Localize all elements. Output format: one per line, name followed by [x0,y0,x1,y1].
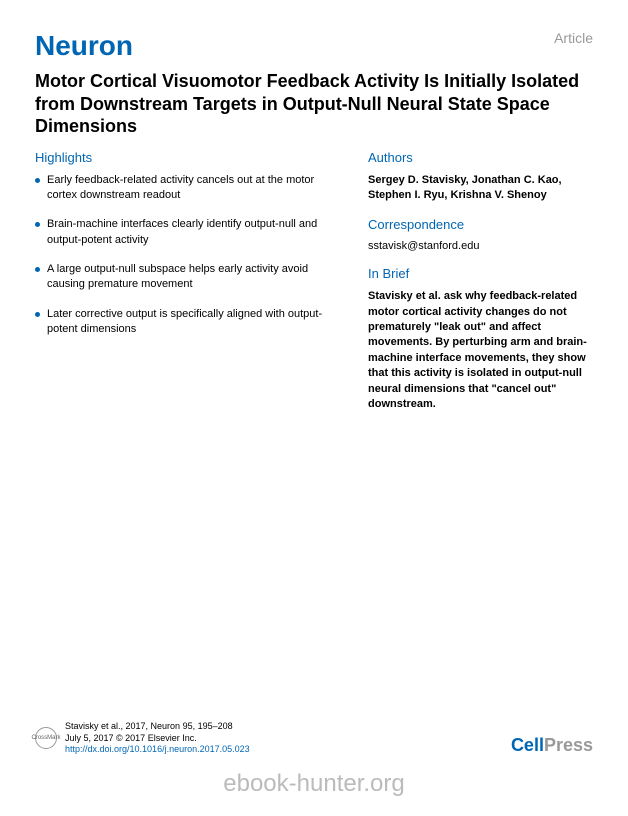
correspondence-email: sstavisk@stanford.edu [368,240,593,252]
highlight-item: Early feedback-related activity cancels … [35,173,338,204]
inbrief-text: Stavisky et al. ask why feedback-related… [368,289,593,412]
footer-citation: Stavisky et al., 2017, Neuron 95, 195–20… [65,721,250,756]
article-title: Motor Cortical Visuomotor Feedback Activ… [35,70,593,138]
content-row: Highlights Early feedback-related activi… [35,150,593,413]
logo-cell: Cell [511,735,544,755]
highlights-heading: Highlights [35,150,338,165]
watermark: ebook-hunter.org [223,770,404,798]
right-column: Authors Sergey D. Stavisky, Jonathan C. … [368,150,593,413]
date-copyright-line: July 5, 2017 © 2017 Elsevier Inc. [65,733,250,745]
highlights-list: Early feedback-related activity cancels … [35,173,338,338]
doi-link[interactable]: http://dx.doi.org/10.1016/j.neuron.2017.… [65,744,250,756]
authors-heading: Authors [368,150,593,165]
citation-line: Stavisky et al., 2017, Neuron 95, 195–20… [65,721,250,733]
correspondence-heading: Correspondence [368,217,593,232]
cellpress-logo: CellPress [511,735,593,756]
highlight-item: A large output-null subspace helps early… [35,262,338,293]
left-column: Highlights Early feedback-related activi… [35,150,338,413]
crossmark-label: CrossMark [32,735,61,741]
journal-name: Neuron [35,30,133,62]
highlight-item: Brain-machine interfaces clearly identif… [35,217,338,248]
article-type-label: Article [554,30,593,46]
header-row: Neuron Article [35,30,593,62]
authors-list: Sergey D. Stavisky, Jonathan C. Kao, Ste… [368,173,593,204]
footer: CrossMark Stavisky et al., 2017, Neuron … [35,721,593,756]
highlight-item: Later corrective output is specifically … [35,307,338,338]
logo-press: Press [544,735,593,755]
crossmark-icon: CrossMark [35,727,57,749]
inbrief-heading: In Brief [368,266,593,281]
footer-left: CrossMark Stavisky et al., 2017, Neuron … [35,721,250,756]
